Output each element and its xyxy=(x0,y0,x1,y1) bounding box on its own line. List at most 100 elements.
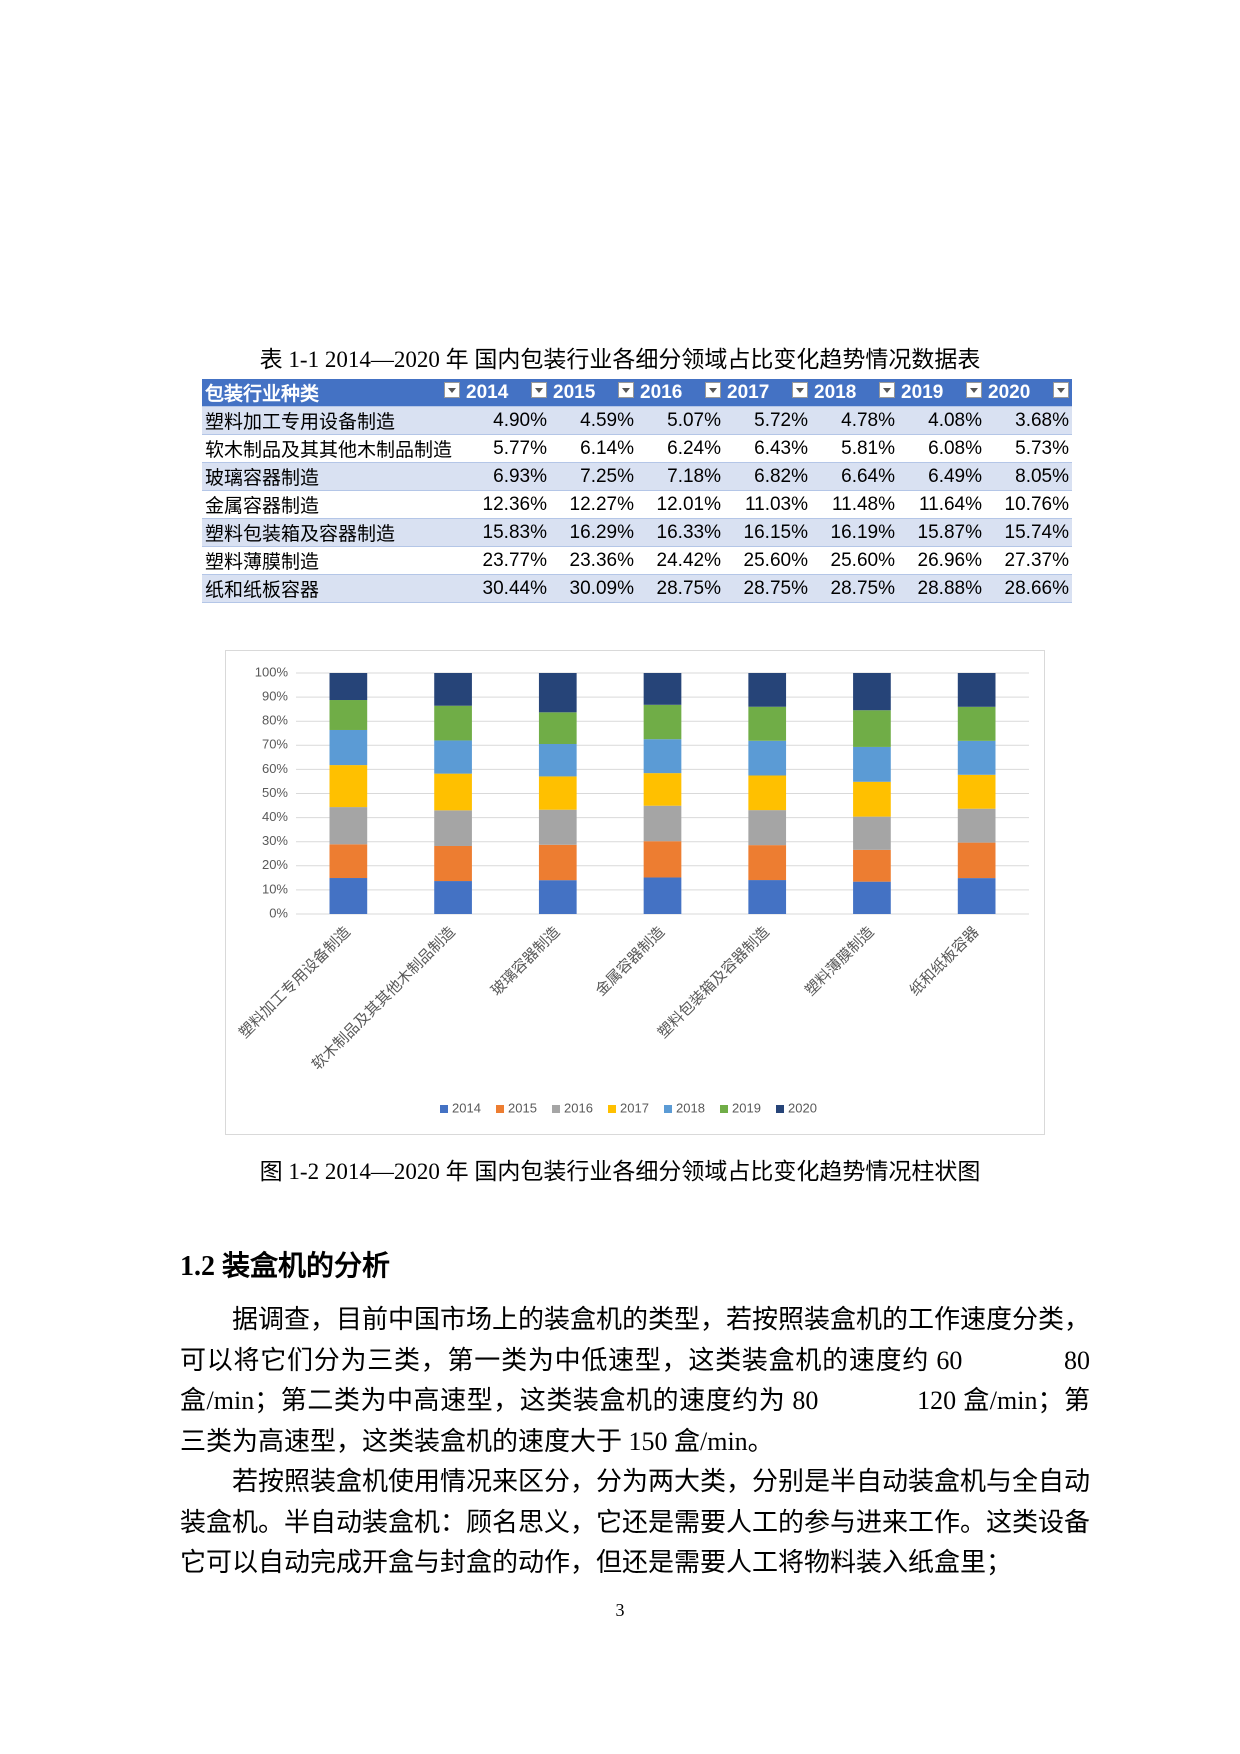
table-cell: 5.72% xyxy=(724,406,811,435)
bar-segment xyxy=(853,710,891,747)
table-cell: 4.90% xyxy=(463,406,550,435)
header-text: 2016 xyxy=(640,381,683,403)
bar-segment xyxy=(538,743,577,777)
table-cell: 27.37% xyxy=(985,546,1072,575)
table-cell: 28.88% xyxy=(898,574,985,603)
table-cell: 16.29% xyxy=(550,518,637,547)
table-cell: 塑料薄膜制造 xyxy=(202,546,463,575)
table-cell: 16.15% xyxy=(724,518,811,547)
table-cell: 4.08% xyxy=(898,406,985,435)
table-cell: 金属容器制造 xyxy=(202,490,463,519)
legend-label: 2018 xyxy=(676,1100,705,1115)
bar-segment xyxy=(748,880,787,914)
bar-segment xyxy=(329,700,368,730)
table-cell: 5.07% xyxy=(637,406,724,435)
data-table: 包装行业种类 2014 2015 2016 2017 2018 2019 2020 塑料加工专用… xyxy=(202,379,1072,603)
bar-segment xyxy=(853,746,891,782)
table-cell: 塑料加工专用设备制造 xyxy=(202,406,463,435)
bar-segment xyxy=(538,712,577,744)
filter-button[interactable] xyxy=(792,382,808,398)
table-caption: 表 1-1 2014—2020 年 国内包装行业各细分领域占比变化趋势情况数据表 xyxy=(259,347,981,372)
y-tick-label: 20% xyxy=(262,857,288,872)
table-cell: 12.27% xyxy=(550,490,637,519)
figure-caption: 图 1-2 2014—2020 年 国内包装行业各细分领域占比变化趋势情况柱状图 xyxy=(259,1159,981,1184)
bar-segment xyxy=(434,705,472,741)
header-cell: 2015 xyxy=(550,379,637,407)
table-row: 金属容器制造 12.36% 12.27% 12.01% 11.03% 11.48% 11.6… xyxy=(202,490,1072,519)
table-cell: 6.43% xyxy=(724,434,811,463)
y-tick-label: 60% xyxy=(262,761,288,776)
bar-segment xyxy=(434,740,472,774)
chart-frame: 0% 10% 20% 30% 40% 50% 60% 70% 80% 90% 100% 塑料加工专用设… xyxy=(225,650,1045,1135)
bar-segment xyxy=(538,880,577,914)
paragraph: 据调查，目前中国市场上的装盒机的类型，若按照装盒机的工作速度分类，可以将它们分为… xyxy=(180,1305,1097,1456)
table-cell: 4.78% xyxy=(811,406,898,435)
bar-segment xyxy=(643,877,682,914)
table-cell: 11.64% xyxy=(898,490,985,519)
header-cell: 2020 xyxy=(985,379,1072,407)
section-heading: 1.2 装盒机的分析 xyxy=(180,1251,391,1282)
paragraph: 若按照装盒机使用情况来区分，分为两大类，分别是半自动装盒机与全自动装盒机。半自动… xyxy=(180,1467,1091,1577)
bar-segment xyxy=(538,776,577,810)
table-cell: 28.75% xyxy=(811,574,898,603)
header-text: 2018 xyxy=(814,381,857,403)
legend-swatch xyxy=(720,1105,728,1113)
x-tick-label: 纸和纸板容器 xyxy=(906,923,982,999)
bar-segment xyxy=(748,845,787,881)
y-tick-label: 70% xyxy=(262,737,288,752)
table-cell: 10.76% xyxy=(985,490,1072,519)
bar-segment xyxy=(748,775,787,811)
filter-button[interactable] xyxy=(879,382,895,398)
table-row: 纸和纸板容器 30.44% 30.09% 28.75% 28.75% 28.75% 28.8… xyxy=(202,574,1072,603)
table-cell: 6.14% xyxy=(550,434,637,463)
bar-segment xyxy=(957,673,996,707)
bar-segment xyxy=(643,773,682,806)
table-cell: 11.03% xyxy=(724,490,811,519)
table-row: 塑料加工专用设备制造 4.90% 4.59% 5.07% 5.72% 4.78% 4.08%… xyxy=(202,406,1072,435)
x-tick-label: 金属容器制造 xyxy=(592,924,668,1000)
filter-button[interactable] xyxy=(444,382,460,398)
filter-button[interactable] xyxy=(705,382,721,398)
header-cell: 2019 xyxy=(898,379,985,407)
table-cell: 5.77% xyxy=(463,434,550,463)
bar-segment xyxy=(329,844,368,879)
legend-label: 2017 xyxy=(620,1100,649,1115)
table-cell: 15.74% xyxy=(985,518,1072,547)
y-tick-label: 40% xyxy=(262,809,288,824)
legend-swatch xyxy=(440,1105,448,1113)
header-text: 包装行业种类 xyxy=(205,384,320,405)
bar-segment xyxy=(957,740,996,775)
header-text: 2015 xyxy=(553,381,596,403)
table-cell: 6.93% xyxy=(463,462,550,491)
table-cell: 3.68% xyxy=(985,406,1072,435)
table-cell: 纸和纸板容器 xyxy=(202,574,463,603)
bar-segment xyxy=(329,729,368,766)
bar-segment xyxy=(329,673,368,701)
bar-segment xyxy=(957,774,996,809)
y-tick-label: 90% xyxy=(262,689,288,704)
bar-segment xyxy=(853,673,891,711)
table-cell: 16.33% xyxy=(637,518,724,547)
x-tick-label: 玻璃容器制造 xyxy=(488,924,564,1000)
table-cell: 15.87% xyxy=(898,518,985,547)
bar-segment xyxy=(434,881,472,914)
table-cell: 11.48% xyxy=(811,490,898,519)
table-row: 玻璃容器制造 6.93% 7.25% 7.18% 6.82% 6.64% 6.49% 8.05… xyxy=(202,462,1072,491)
legend-label: 2019 xyxy=(732,1100,761,1115)
filter-button[interactable] xyxy=(531,382,547,398)
x-tick-label: 塑料薄膜制造 xyxy=(802,924,878,1000)
bar-segment xyxy=(329,765,368,808)
chart: 0% 10% 20% 30% 40% 50% 60% 70% 80% 90% 100% 塑料加工专用设… xyxy=(236,664,1029,1115)
filter-button[interactable] xyxy=(966,382,982,398)
legend-swatch xyxy=(664,1105,672,1113)
bar-segment xyxy=(853,781,891,817)
filter-button[interactable] xyxy=(618,382,634,398)
bar-segment xyxy=(329,807,368,845)
table-cell: 15.83% xyxy=(463,518,550,547)
bar-segment xyxy=(853,816,891,850)
bar-segment xyxy=(643,673,682,705)
x-tick-label: 塑料加工专用设备制造 xyxy=(236,924,354,1042)
filter-button[interactable] xyxy=(1053,382,1069,398)
